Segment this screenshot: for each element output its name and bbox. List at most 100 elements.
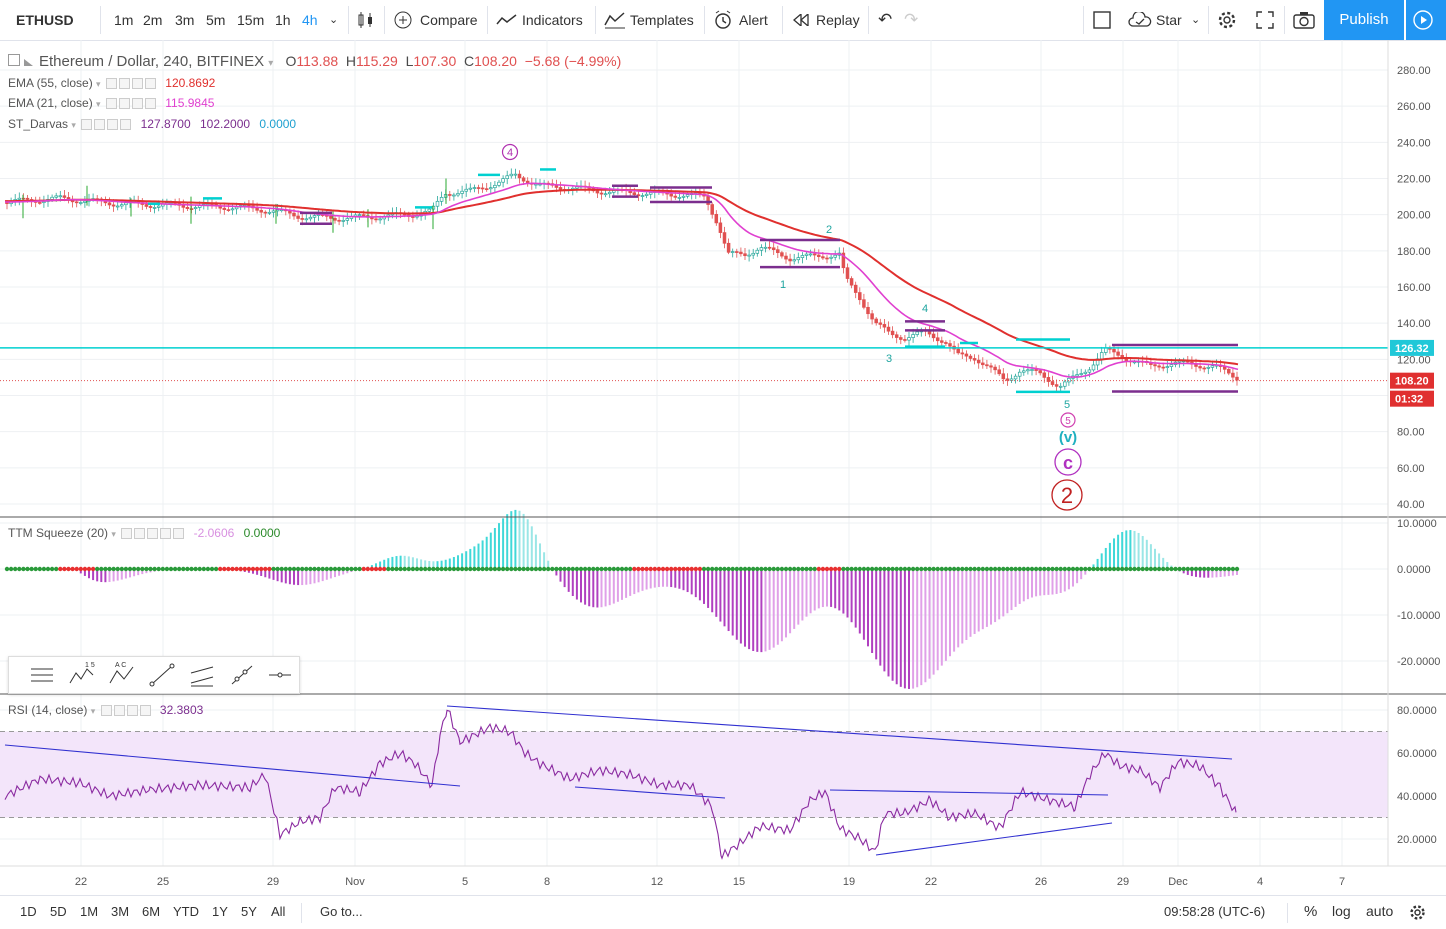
ttm-value-1: -2.0606 (193, 526, 235, 540)
eye-icon[interactable] (105, 98, 117, 109)
drawing-tool-trendline[interactable] (147, 661, 177, 689)
drawing-tool-ray[interactable] (227, 661, 257, 689)
ttm-squeeze-dot (599, 566, 604, 572)
ema55-name[interactable]: EMA (55, close) (8, 76, 93, 90)
drawing-tool-elliott-impulse[interactable]: 1 5 (67, 661, 97, 689)
alert-icon[interactable] (713, 10, 733, 30)
interval-15m[interactable]: 15m (237, 12, 265, 28)
undo-icon[interactable]: ↶ (878, 10, 893, 29)
drawing-tool-horizontal[interactable] (265, 661, 295, 689)
darvas-name[interactable]: ST_Darvas (8, 117, 69, 131)
plus-icon[interactable] (160, 528, 172, 539)
chart-canvas[interactable]: 280.00260.00240.00220.00200.00180.00160.… (0, 40, 1446, 895)
chevron-down-icon[interactable]: ▾ (90, 706, 96, 716)
plus-icon[interactable] (126, 705, 138, 716)
interval-5m[interactable]: 5m (206, 12, 226, 28)
candle-style-icon[interactable] (356, 10, 376, 30)
range-all[interactable]: All (271, 904, 286, 919)
close-icon[interactable] (144, 98, 156, 109)
eye-icon[interactable] (105, 78, 117, 89)
ttm-squeeze-dot (1095, 566, 1100, 572)
chevron-down-icon[interactable]: ▾ (71, 120, 76, 130)
gear-icon[interactable] (1217, 10, 1237, 30)
ttm-squeeze-dot (623, 566, 629, 572)
drawing-tool-channel[interactable] (187, 661, 217, 689)
chevron-down-icon[interactable]: ▾ (96, 79, 101, 89)
interval-1m[interactable]: 1m (114, 12, 134, 28)
expand-icon[interactable] (1256, 11, 1274, 29)
publish-button[interactable]: Publish (1324, 0, 1404, 40)
chevron-down-icon[interactable]: ⌄ (1191, 14, 1201, 26)
auto-scale-toggle[interactable]: auto (1366, 903, 1394, 919)
rsi-name[interactable]: RSI (14, close) (8, 703, 88, 717)
fullscreen-layout-icon[interactable] (1093, 11, 1111, 29)
compare-button[interactable]: Compare (420, 12, 478, 28)
symbol-title[interactable]: Ethereum / Dollar, 240, BITFINEX (39, 53, 265, 70)
replay-button[interactable]: Replay (816, 12, 860, 28)
compare-icon[interactable] (394, 11, 412, 29)
indicators-button[interactable]: Indicators (522, 12, 583, 28)
chevron-down-icon[interactable]: ▾ (111, 529, 116, 539)
collapse-icon[interactable] (8, 54, 20, 66)
goto-button[interactable]: Go to... (320, 904, 363, 919)
range-5d[interactable]: 5D (50, 904, 67, 919)
interval-1h[interactable]: 1h (275, 12, 291, 28)
gear-icon[interactable] (118, 78, 130, 89)
drawing-tool-lines[interactable] (27, 661, 57, 689)
range-3m[interactable]: 3M (111, 904, 130, 919)
ttm-name[interactable]: TTM Squeeze (20) (8, 526, 109, 540)
range-1y[interactable]: 1Y (212, 904, 228, 919)
eye-icon[interactable] (100, 705, 112, 716)
chevron-down-icon[interactable]: ▾ (268, 58, 274, 69)
star-button[interactable]: Star (1156, 12, 1182, 28)
indicators-icon[interactable] (496, 12, 518, 28)
lock-icon[interactable] (147, 528, 159, 539)
chevron-down-icon[interactable]: ▾ (96, 99, 101, 109)
eye-icon[interactable] (121, 528, 133, 539)
drawing-tool-elliott-abc[interactable]: A C (107, 661, 137, 689)
cloud-icon[interactable] (1128, 12, 1152, 28)
clock[interactable]: 09:58:28 (UTC-6) (1164, 904, 1266, 919)
eye-icon[interactable] (81, 119, 93, 130)
ttm-squeeze-dot (714, 566, 719, 572)
rsi-legend: RSI (14, close) ▾ 32.3803 (8, 703, 203, 717)
plus-icon[interactable] (107, 119, 119, 130)
gear-icon[interactable] (94, 119, 106, 130)
percent-scale-toggle[interactable]: % (1304, 903, 1318, 920)
plus-icon[interactable] (131, 98, 143, 109)
redo-icon[interactable]: ↷ (904, 10, 919, 29)
close-icon[interactable] (144, 78, 156, 89)
publish-dropdown[interactable] (1406, 0, 1446, 40)
replay-icon[interactable] (793, 14, 809, 26)
time-axis-label: 12 (651, 876, 663, 888)
templates-button[interactable]: Templates (630, 12, 694, 28)
interval-4h[interactable]: 4h (302, 12, 318, 28)
symbol-search[interactable]: ETHUSD (16, 12, 74, 28)
ttm-squeeze-dot (984, 566, 990, 572)
plus-icon[interactable] (131, 78, 143, 89)
gear-icon[interactable] (118, 98, 130, 109)
range-1m[interactable]: 1M (80, 904, 99, 919)
ema21-name[interactable]: EMA (21, close) (8, 96, 93, 110)
candle-body (1231, 372, 1235, 378)
interval-dropdown-icon[interactable]: ⌄ (329, 14, 339, 26)
range-1d[interactable]: 1D (20, 904, 37, 919)
ttm-squeeze-dot (1136, 566, 1141, 572)
close-icon[interactable] (120, 119, 132, 130)
log-scale-toggle[interactable]: log (1332, 903, 1351, 919)
gear-icon[interactable] (1409, 904, 1426, 921)
interval-2m[interactable]: 2m (143, 12, 163, 28)
close-icon[interactable] (173, 528, 185, 539)
chart-area[interactable]: 280.00 260.00 240.00 220.00 200.00 180.00 160.… (0, 40, 1446, 895)
alert-button[interactable]: Alert (739, 12, 768, 28)
range-ytd[interactable]: YTD (173, 904, 199, 919)
camera-icon[interactable] (1293, 11, 1315, 29)
gear-icon[interactable] (134, 528, 146, 539)
ttm-squeeze-dot (956, 566, 961, 572)
templates-icon[interactable] (604, 11, 626, 29)
gear-icon[interactable] (113, 705, 125, 716)
close-icon[interactable] (139, 705, 151, 716)
interval-3m[interactable]: 3m (175, 12, 195, 28)
range-5y[interactable]: 5Y (241, 904, 257, 919)
range-6m[interactable]: 6M (142, 904, 161, 919)
